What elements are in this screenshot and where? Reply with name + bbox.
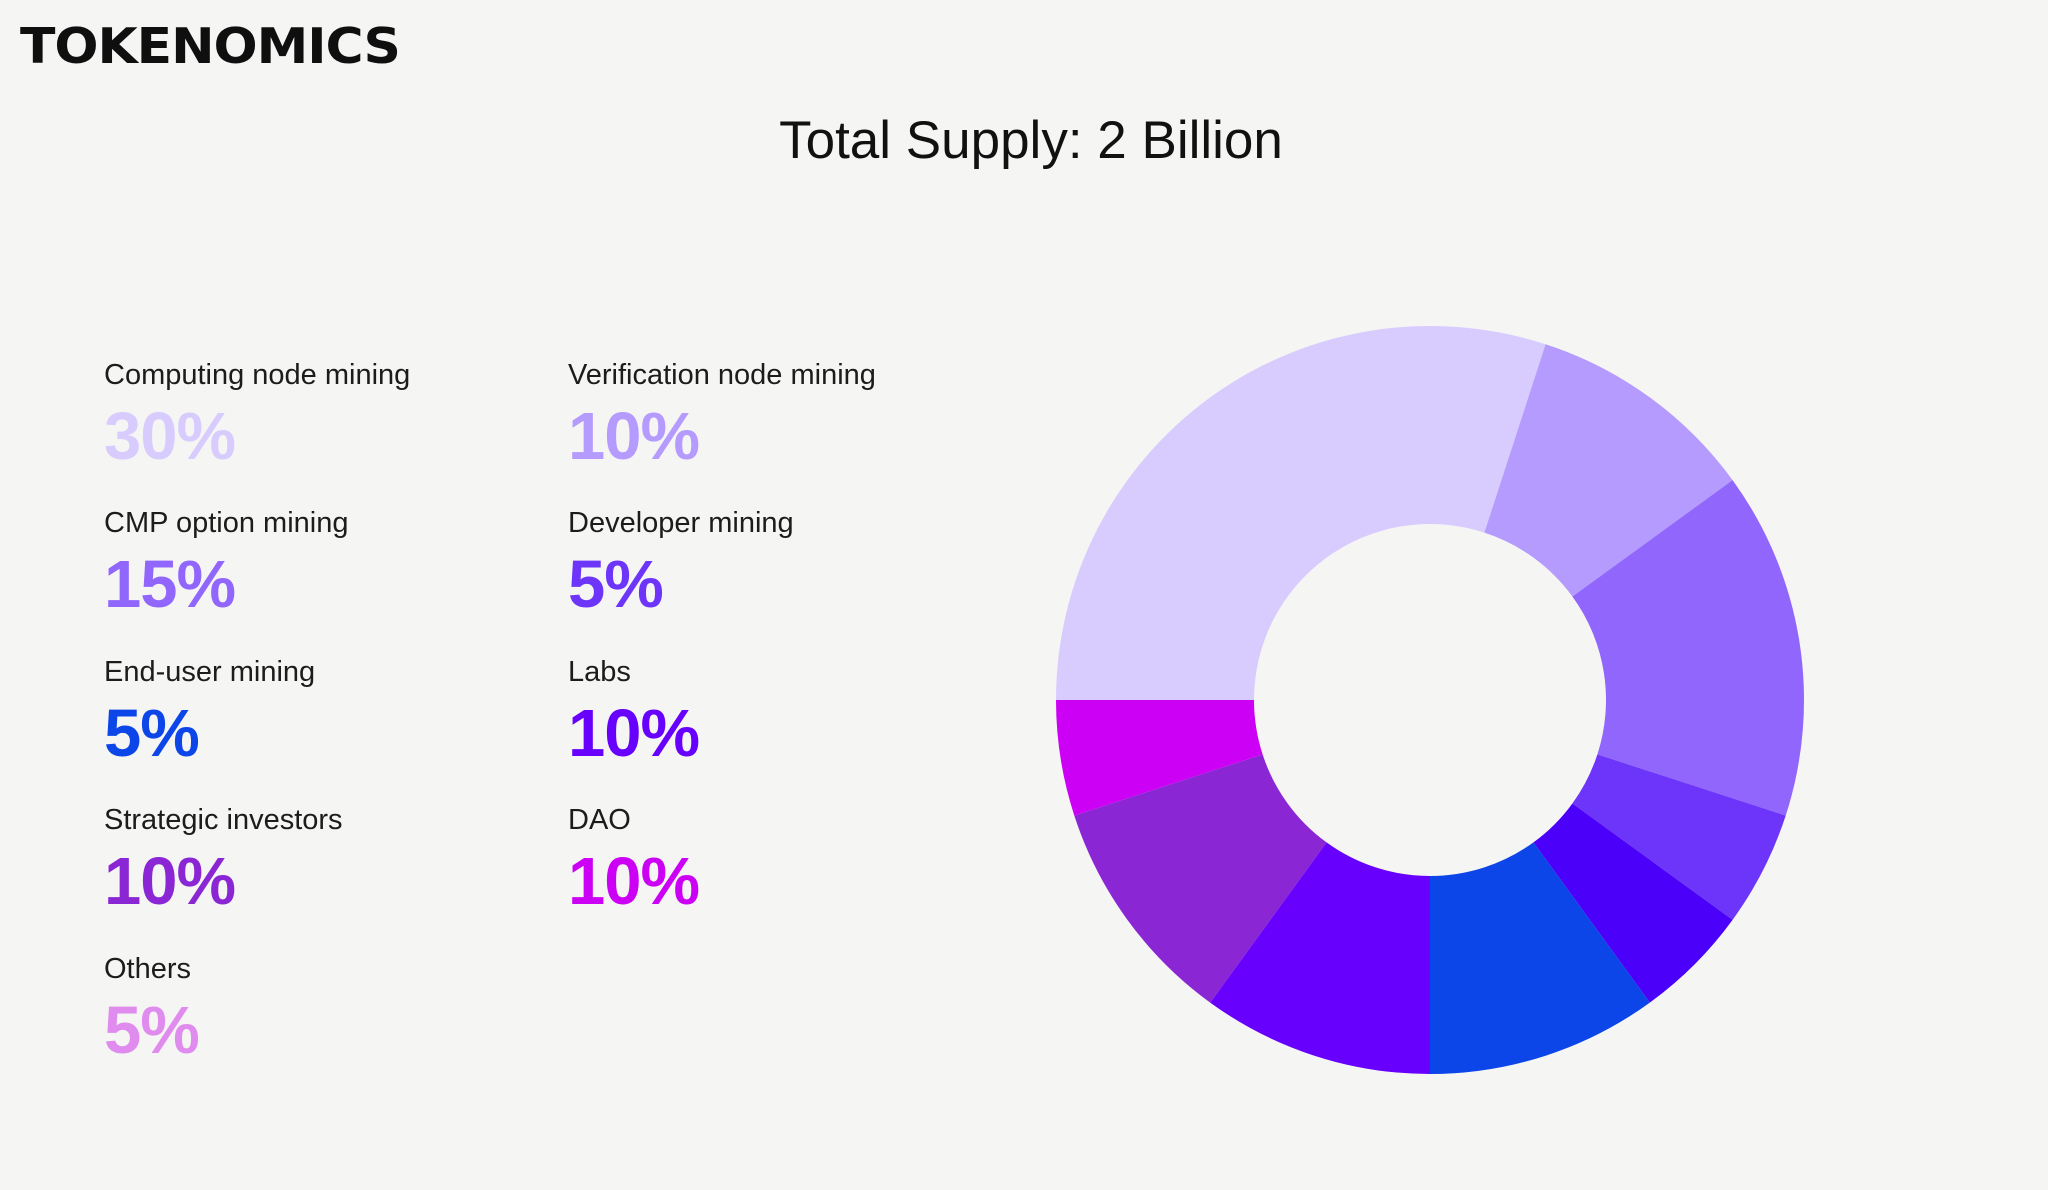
legend-label: Developer mining [568, 507, 794, 539]
chart-title: Total Supply: 2 Billion [779, 111, 1283, 170]
legend-label: Strategic investors [104, 804, 343, 836]
legend-item-cmp-option-mining: CMP option mining 15% [104, 503, 544, 625]
legend-value: 15% [104, 547, 236, 622]
legend-item-labs: Labs 10% [568, 652, 1008, 774]
legend-value: 10% [104, 844, 236, 919]
legend-value: 10% [568, 844, 700, 919]
legend-item-developer-mining: Developer mining 5% [568, 503, 1008, 625]
legend-label: DAO [568, 804, 631, 836]
legend-item-computing-node-mining: Computing node mining 30% [104, 355, 544, 477]
donut-chart [1056, 325, 1804, 1074]
legend-value: 5% [568, 547, 664, 622]
page-heading: TOKENOMICS [20, 18, 401, 75]
legend-value: 5% [104, 993, 200, 1068]
donut-slice-dao [1533, 803, 1733, 1003]
legend-item-others: Others 5% [104, 949, 544, 1071]
donut-slice-cmp-option-mining [1572, 480, 1804, 816]
legend-label: Others [104, 953, 192, 985]
legend-item-strategic-investors: Strategic investors 10% [104, 800, 544, 922]
donut-slice-others [1056, 700, 1263, 816]
legend-item-verification-node-mining: Verification node mining 10% [568, 355, 1008, 477]
legend-value: 10% [568, 399, 700, 474]
legend-value: 30% [104, 399, 236, 474]
donut-slice-verification-node-mining [1484, 344, 1733, 597]
legend-item-dao: DAO 10% [568, 800, 1008, 922]
donut-slice-developer-mining [1572, 754, 1786, 920]
donut-slice-computing-node-mining [1056, 325, 1546, 700]
donut-slice-strategic-investors [1074, 754, 1327, 1003]
legend-label: Labs [568, 656, 631, 688]
legend-label: End-user mining [104, 656, 316, 688]
legend-value: 5% [104, 696, 200, 771]
legend-value: 10% [568, 696, 700, 771]
legend-item-end-user-mining: End-user mining 5% [104, 652, 544, 774]
legend-label: Computing node mining [104, 359, 411, 391]
donut-slice-end-user-mining [1430, 842, 1650, 1074]
legend-label: CMP option mining [104, 507, 349, 539]
donut-slice-labs [1210, 842, 1430, 1074]
legend-label: Verification node mining [568, 359, 876, 391]
